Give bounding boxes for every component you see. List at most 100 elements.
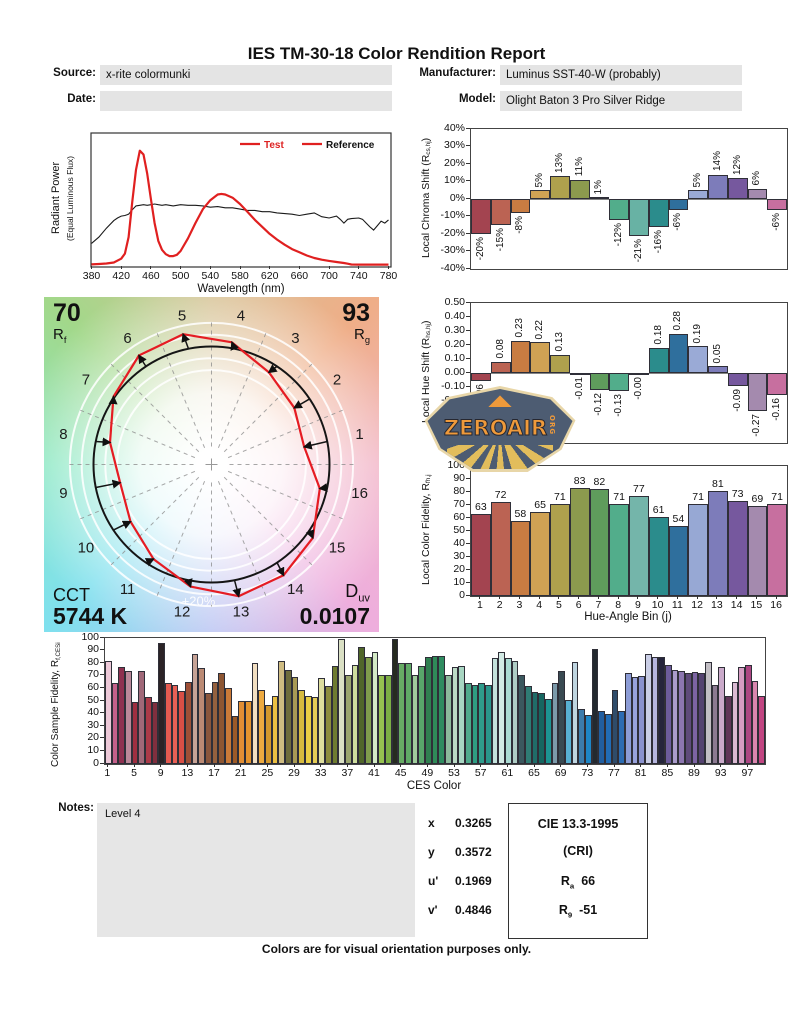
x-tick-mark	[479, 596, 481, 599]
y-tick-mark	[466, 503, 470, 505]
bar-chroma-3	[510, 199, 531, 213]
bar-value-label: 54	[672, 512, 685, 525]
x-tick-mark	[586, 764, 588, 767]
bar-value-label: -20%	[474, 237, 486, 261]
y-tick-mark	[466, 127, 470, 129]
y-tick-mark	[466, 555, 470, 557]
y-tick-label: -0.10	[441, 379, 465, 392]
x-tick-label: 1	[476, 599, 483, 611]
x-tick-label: 93	[714, 767, 727, 779]
y-tick-label: 60	[453, 510, 465, 523]
bar-fid-7	[589, 489, 610, 596]
bar-hue-11	[668, 333, 689, 373]
bin-boundary-line	[223, 476, 313, 566]
shift-arrow	[113, 520, 132, 531]
bar-ces-92	[711, 684, 719, 764]
shift-arrow	[95, 437, 112, 447]
watermark-wordmark: ZEROAIRORG	[443, 414, 557, 441]
bar-value-label: -0.27	[751, 413, 763, 437]
x-tick-label: 13	[711, 599, 723, 611]
bar-ces-94	[725, 696, 732, 764]
bar-hue-8	[609, 373, 629, 392]
bar-ces-68	[551, 683, 559, 764]
x-tick-label: 10	[651, 599, 664, 611]
bar-ces-55	[465, 683, 472, 764]
bar-ces-2	[111, 683, 119, 764]
reference-circle	[92, 345, 331, 584]
x-tick-mark	[775, 596, 777, 599]
x-tick-label: 12	[691, 599, 703, 611]
y-tick-mark	[466, 385, 470, 387]
bar-ces-97	[745, 664, 752, 764]
shift-arrow	[230, 340, 239, 351]
y-tick-mark	[100, 649, 104, 651]
bar-fid-6	[569, 488, 590, 596]
bar-ces-82	[645, 654, 652, 764]
cie-cri-label: (CRI)	[563, 844, 593, 858]
bar-ces-40	[365, 656, 372, 764]
shift-arrow	[95, 479, 122, 489]
spd-x-tick-mark	[388, 266, 389, 269]
bar-value-label: -0.16	[771, 398, 783, 422]
y-tick-label: 0.40	[444, 309, 465, 322]
x-tick-label: 9	[634, 599, 641, 611]
y-tick-mark	[100, 749, 104, 751]
x-tick-mark	[597, 596, 599, 599]
x-tick-mark	[538, 596, 540, 599]
bar-chroma-12	[688, 190, 708, 200]
x-tick-mark	[640, 764, 642, 767]
bar-ces-57	[478, 683, 485, 764]
y-tick-mark	[466, 581, 470, 583]
ces-xlabel: CES Color	[406, 780, 462, 792]
x-tick-label: 7	[595, 599, 602, 611]
spd-x-tick-label: 460	[142, 270, 160, 282]
bar-ces-24	[258, 689, 265, 764]
bar-ces-83	[651, 656, 659, 764]
bar-ces-44	[391, 639, 399, 764]
x-tick-mark	[293, 764, 295, 767]
bin-number-label: 5	[178, 307, 186, 324]
bar-ces-1	[105, 660, 112, 764]
y-tick-label: 40	[87, 706, 99, 719]
bar-fid-4	[530, 511, 550, 596]
spd-x-tick-label: 380	[82, 270, 101, 282]
y-tick-label: -30%	[440, 244, 465, 256]
bar-ces-20	[231, 716, 239, 764]
y-tick-label: 30%	[443, 139, 465, 151]
reference-ring	[80, 333, 343, 596]
bar-ces-12	[178, 690, 185, 764]
bin-number-label: 11	[120, 581, 136, 598]
y-tick-label: 0%	[449, 191, 465, 204]
bar-hue-15	[747, 373, 768, 411]
coord-x-value: 0.3265	[455, 816, 492, 830]
bar-ces-65	[531, 692, 539, 764]
shift-arrow	[183, 578, 193, 589]
color-vector-graphic: 1 2 3 4 5 6 7 8 9 10 11 12 13 14 15 16 +20% 70 Rf 93 Rg …	[44, 297, 379, 632]
bar-ces-8	[151, 702, 159, 764]
x-tick-label: 14	[730, 599, 743, 611]
bar-value-label: 71	[554, 490, 566, 503]
bar-ces-60	[498, 651, 505, 764]
bar-value-label: 0.08	[494, 339, 506, 359]
bar-ces-76	[605, 713, 612, 764]
bin-boundary-line	[110, 363, 200, 453]
bin-number-label: 10	[78, 539, 95, 556]
bar-value-label: 77	[633, 482, 645, 495]
zeroair-watermark: ZEROAIRORG	[423, 386, 577, 472]
y-tick-mark	[466, 250, 470, 251]
x-tick-mark	[716, 596, 718, 599]
bar-ces-30	[298, 689, 305, 764]
bar-ces-93	[718, 667, 725, 764]
coord-u-value: 0.1969	[455, 874, 492, 888]
x-tick-label: 81	[634, 767, 647, 779]
bar-ces-29	[291, 677, 299, 764]
bar-ces-73	[585, 714, 592, 764]
bar-fid-3	[510, 520, 531, 596]
bar-value-label: 71	[613, 490, 625, 503]
bar-value-label: 71	[771, 490, 783, 503]
bar-value-label: 71	[692, 490, 704, 503]
bar-hue-14	[727, 373, 748, 386]
bar-value-label: -0.00	[632, 377, 644, 400]
cri-ra-row: Ra 66	[560, 874, 596, 891]
x-tick-mark	[186, 764, 188, 767]
